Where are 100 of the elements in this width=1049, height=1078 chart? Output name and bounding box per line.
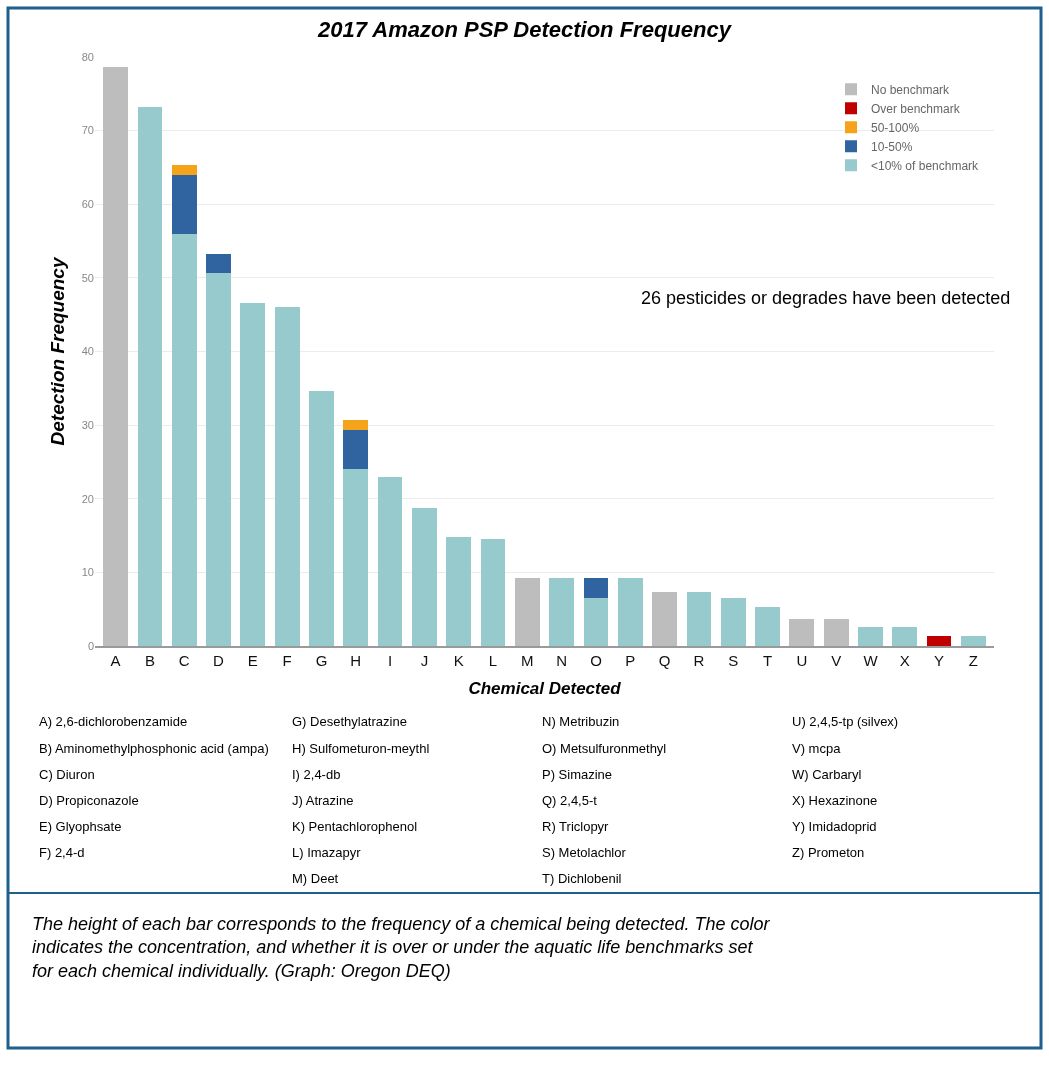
text: X) Hexazinone	[792, 793, 878, 808]
text: I) 2,4-db	[292, 767, 341, 782]
x-tick-label: Y	[934, 652, 945, 669]
text: R) Triclopyr	[542, 819, 610, 834]
bar	[171, 233, 197, 646]
bar	[926, 636, 952, 646]
bar	[206, 253, 231, 273]
x-tick-label: G	[315, 652, 328, 669]
bar	[755, 606, 780, 646]
x-tick-label: P	[625, 652, 636, 669]
chart-title: 2017 Amazon PSP Detection Frequency	[317, 17, 733, 43]
bar	[514, 578, 540, 646]
y-tick-label: 40	[81, 345, 94, 358]
bar	[858, 626, 883, 646]
text: Y) Imidadoprid	[792, 819, 877, 834]
text: F) 2,4-d	[39, 845, 85, 860]
legend-label: Over benchmark	[871, 101, 961, 116]
legend-label: No benchmark	[871, 82, 951, 97]
x-tick-label: E	[247, 652, 258, 669]
bar	[652, 592, 677, 646]
text: P) Simazine	[542, 767, 613, 782]
text: N) Metribuzin	[542, 714, 620, 729]
bar	[171, 165, 197, 175]
text: U) 2,4,5-tp (silvex)	[792, 714, 899, 729]
y-tick-label: 20	[81, 492, 94, 505]
bar	[274, 306, 300, 646]
bar	[823, 618, 849, 646]
text: S) Metolachlor	[542, 845, 627, 860]
text: L) Imazapyr	[292, 845, 362, 860]
x-tick-label: M	[521, 652, 534, 669]
text: The height of each bar corresponds to the frequency of a chemical being detected. The color indicates the concentration, and whether it is over or under the aquatic life benchmarks set for each chemical individually. (Graph: Oregon DEQ)	[32, 914, 771, 981]
x-tick-label: I	[388, 652, 393, 669]
bar	[343, 419, 369, 431]
bar	[549, 578, 575, 646]
text: J) Atrazine	[292, 793, 354, 808]
x-tick-label: Q	[658, 652, 671, 669]
x-tick-label: K	[453, 652, 464, 669]
bar	[103, 67, 128, 646]
y-tick-label: 70	[81, 124, 94, 137]
x-axis-title: Chemical Detected	[468, 678, 622, 698]
bar	[583, 598, 609, 646]
bar	[789, 618, 815, 646]
x-tick-label: U	[796, 652, 808, 669]
text: O) Metsulfuronmethyl	[542, 741, 667, 756]
bar	[892, 626, 918, 646]
text: A) 2,6-dichlorobenzamide	[39, 714, 188, 729]
y-axis-title: Detection Frequency	[46, 256, 68, 446]
bar	[961, 636, 986, 646]
y-tick-label: 50	[81, 271, 94, 284]
x-tick-label: F	[282, 652, 292, 669]
bar	[412, 508, 437, 646]
legend-label: 50-100%	[871, 120, 920, 135]
text: K) Pentachlorophenol	[292, 819, 418, 834]
x-tick-label: S	[728, 652, 739, 669]
y-tick-label: 60	[81, 198, 94, 211]
bar	[446, 537, 472, 646]
text: C) Diuron	[39, 767, 95, 782]
y-tick-label: 80	[81, 50, 94, 63]
text: B) Aminomethylphosphonic acid (ampa)	[39, 741, 269, 756]
legend-label: <10% of benchmark	[871, 158, 980, 173]
text: G) Desethylatrazine	[292, 714, 407, 729]
bar	[343, 469, 369, 646]
x-tick-label: J	[420, 652, 429, 669]
x-tick-label: O	[590, 652, 602, 669]
y-tick-label: 0	[87, 639, 94, 652]
bar	[686, 592, 712, 646]
y-tick-label: 10	[81, 566, 94, 579]
x-tick-label: T	[762, 652, 773, 669]
text: M) Deet	[292, 871, 339, 886]
x-tick-label: R	[693, 652, 705, 669]
x-tick-label: N	[556, 652, 568, 669]
x-tick-label: V	[831, 652, 842, 669]
text: W) Carbaryl	[792, 767, 862, 782]
x-tick-label: B	[144, 652, 155, 669]
x-tick-label: A	[110, 652, 121, 669]
text: T) Dichlobenil	[542, 871, 622, 886]
y-tick-label: 30	[81, 418, 94, 431]
bar	[206, 272, 231, 646]
bar	[137, 107, 163, 646]
x-tick-label: X	[899, 652, 910, 669]
text: V) mcpa	[792, 741, 842, 756]
bar	[343, 430, 369, 470]
bar	[377, 476, 403, 646]
bar	[240, 302, 266, 646]
bar	[583, 578, 609, 599]
x-tick-label: W	[863, 652, 879, 669]
text: Z) Prometon	[792, 845, 865, 860]
x-tick-label: L	[488, 652, 498, 669]
text: E) Glyophsate	[39, 819, 122, 834]
bar	[480, 538, 506, 646]
text: D) Propiconazole	[39, 793, 139, 808]
x-tick-label: H	[350, 652, 362, 669]
x-tick-label: D	[213, 652, 225, 669]
bar	[617, 578, 643, 646]
text: H) Sulfometuron-meythl	[292, 741, 430, 756]
x-tick-label: Z	[968, 652, 978, 669]
text: Q) 2,4,5-t	[542, 793, 598, 808]
bar	[309, 391, 334, 646]
annotation: 26 pesticides or degrades have been detected	[641, 288, 1011, 308]
bar	[720, 598, 746, 646]
